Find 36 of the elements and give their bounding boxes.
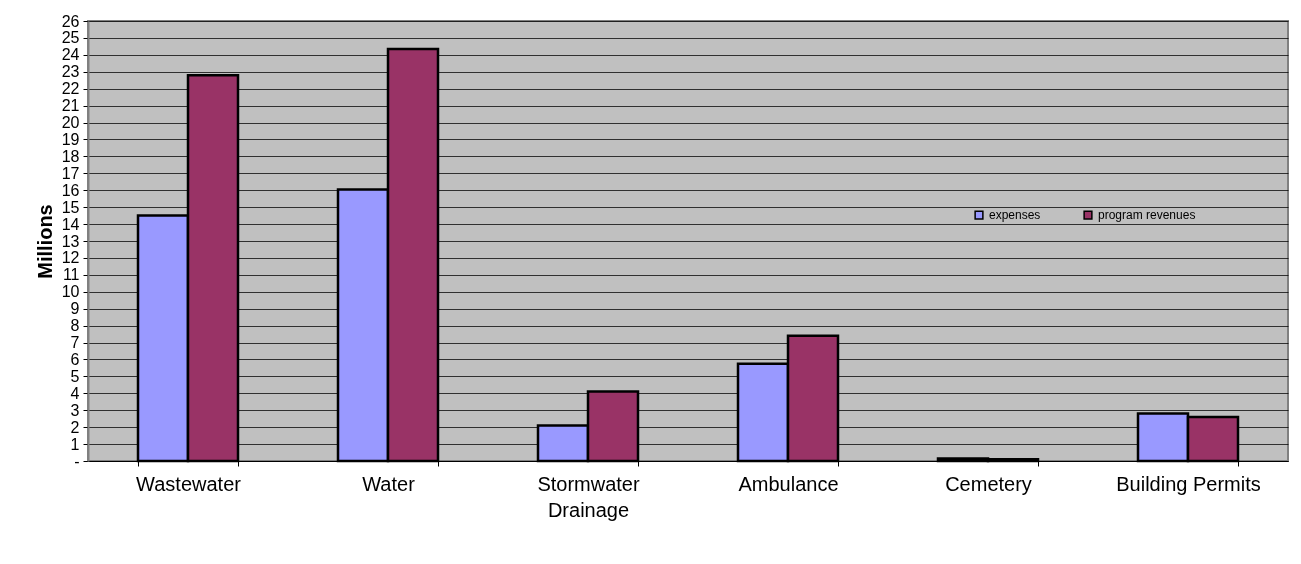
y-tick-label: 3 [70, 401, 80, 419]
y-tick-label: 26 [61, 12, 80, 30]
y-tick-label: 24 [61, 46, 80, 64]
y-tick-label: 9 [70, 300, 80, 318]
y-tick-label: 5 [70, 367, 80, 385]
y-tick-label: 2 [70, 418, 80, 436]
y-tick-label: 18 [61, 147, 80, 165]
y-tick-label: 6 [70, 350, 80, 368]
y-tick-label: 20 [61, 114, 80, 132]
y-tick-label: - [74, 452, 80, 470]
y-tick-label: 13 [61, 232, 80, 250]
legend-label: expenses [989, 208, 1041, 223]
y-tick-label: 7 [70, 334, 80, 352]
y-tick-label: 25 [61, 29, 80, 47]
y-tick-label: 4 [70, 384, 80, 402]
y-tick-label: 8 [70, 317, 80, 335]
x-tick-label: Cemetery [945, 472, 1032, 495]
x-tick-label: Water [362, 472, 416, 495]
y-tick-label: 14 [61, 215, 80, 233]
x-tick-label: Wastewater [136, 472, 242, 495]
y-tick-label: 21 [61, 97, 80, 115]
y-axis-title: Millions [33, 204, 56, 279]
y-tick-label: 17 [61, 164, 80, 182]
y-tick-label: 15 [61, 198, 80, 216]
x-tick-label: Stormwater Drainage [537, 472, 640, 521]
legend-label: program revenues [1098, 208, 1196, 223]
x-tick-label: Ambulance [738, 472, 839, 495]
y-tick-label: 19 [61, 130, 80, 148]
y-tick-label: 12 [61, 249, 80, 267]
y-tick-label: 22 [61, 80, 80, 98]
y-tick-label: 16 [61, 181, 80, 199]
y-tick-label: 11 [62, 266, 80, 284]
y-tick-label: 23 [61, 63, 80, 81]
y-tick-label: 10 [61, 283, 80, 301]
x-tick-label: Building Permits [1116, 472, 1261, 495]
y-tick-label: 1 [70, 435, 80, 453]
